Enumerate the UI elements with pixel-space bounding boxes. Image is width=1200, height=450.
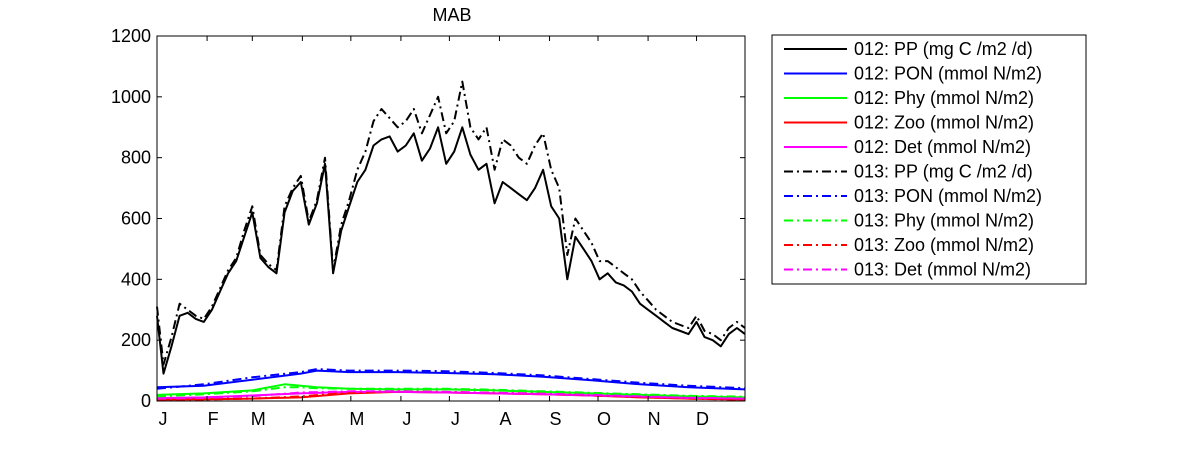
legend-label: 012: Det (mmol N/m2) (854, 137, 1031, 157)
x-tick-label: O (597, 409, 611, 429)
legend-label: 012: Phy (mmol N/m2) (854, 88, 1034, 108)
legend-label: 013: PP (mg C /m2 /d) (854, 162, 1033, 182)
legend-label: 013: Det (mmol N/m2) (854, 260, 1031, 280)
series-line-6 (156, 80, 746, 366)
y-tick-label: 0 (141, 391, 151, 411)
x-tick-label: A (499, 409, 511, 429)
legend-box (771, 34, 1087, 285)
legend-label: 013: PON (mmol N/m2) (854, 186, 1042, 206)
y-tick-label: 800 (121, 148, 151, 168)
x-tick-label: M (251, 409, 266, 429)
x-tick-label: M (349, 409, 364, 429)
x-tick-label: J (159, 409, 168, 429)
y-axis: 0 200 400 600 800 1000 1200 (111, 26, 745, 411)
x-tick-label: D (696, 409, 709, 429)
legend-label: 013: Zoo (mmol N/m2) (854, 235, 1034, 255)
series-line-2 (156, 369, 746, 391)
legend: 012: PP (mg C /m2 /d) 012: PON (mmol N/m2… (771, 34, 1087, 285)
y-tick-label: 1000 (111, 87, 151, 107)
plot-area (156, 35, 746, 402)
series-line-7 (156, 368, 746, 390)
y-tick-label: 400 (121, 269, 151, 289)
legend-label: 012: Zoo (mmol N/m2) (854, 113, 1034, 133)
legend-label: 012: PON (mmol N/m2) (854, 64, 1042, 84)
series-line-8 (156, 386, 746, 398)
y-tick-label: 1200 (111, 26, 151, 46)
legend-label: 013: Phy (mmol N/m2) (854, 211, 1034, 231)
chart-title: MAB (432, 5, 471, 25)
y-tick-label: 600 (121, 209, 151, 229)
legend-label: 012: PP (mg C /m2 /d) (854, 39, 1033, 59)
x-tick-label: A (302, 409, 314, 429)
y-tick-label: 200 (121, 330, 151, 350)
x-tick-label: J (451, 409, 460, 429)
x-tick-label: F (208, 409, 219, 429)
x-tick-label: S (550, 409, 562, 429)
x-tick-label: J (402, 409, 411, 429)
x-tick-label: N (648, 409, 661, 429)
